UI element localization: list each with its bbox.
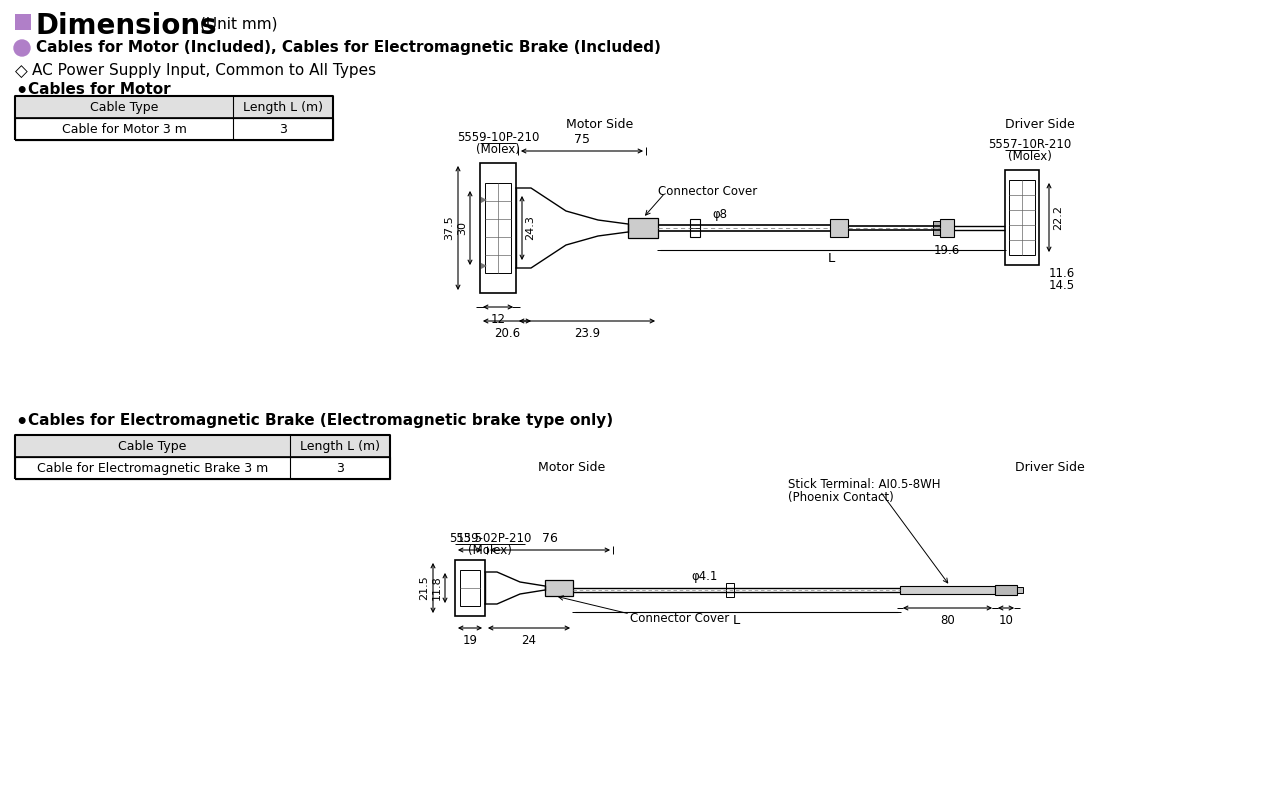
Bar bbox=[933, 221, 941, 235]
Text: Cable for Electromagnetic Brake 3 m: Cable for Electromagnetic Brake 3 m bbox=[37, 462, 268, 475]
Text: Driver Side: Driver Side bbox=[1005, 118, 1075, 131]
Bar bbox=[1009, 180, 1036, 255]
Text: L: L bbox=[733, 614, 740, 627]
Text: Driver Side: Driver Side bbox=[1015, 461, 1085, 474]
Text: 11.6: 11.6 bbox=[1050, 267, 1075, 280]
Bar bbox=[15, 118, 333, 140]
Text: 19.6: 19.6 bbox=[934, 244, 960, 257]
Bar bbox=[15, 14, 31, 30]
Bar bbox=[545, 580, 573, 596]
Text: Connector Cover: Connector Cover bbox=[658, 185, 758, 198]
Text: Cables for Motor: Cables for Motor bbox=[28, 82, 170, 97]
Text: 5559-02P-210: 5559-02P-210 bbox=[449, 532, 531, 545]
Text: ◇: ◇ bbox=[15, 63, 28, 81]
Text: 13.5: 13.5 bbox=[457, 532, 483, 545]
Text: (Molex): (Molex) bbox=[468, 544, 512, 557]
Bar bbox=[460, 570, 480, 606]
Text: 19: 19 bbox=[462, 634, 477, 647]
Text: Cable for Motor 3 m: Cable for Motor 3 m bbox=[61, 122, 187, 135]
Bar bbox=[940, 219, 954, 237]
Text: 21.5: 21.5 bbox=[419, 576, 429, 600]
Text: 3: 3 bbox=[279, 122, 287, 135]
Text: φ4.1: φ4.1 bbox=[691, 570, 718, 583]
Text: (Phoenix Contact): (Phoenix Contact) bbox=[788, 491, 893, 504]
Text: Cables for Electromagnetic Brake (Electromagnetic brake type only): Cables for Electromagnetic Brake (Electr… bbox=[28, 413, 613, 428]
Bar bbox=[690, 219, 700, 237]
Bar bbox=[726, 583, 733, 597]
Text: •: • bbox=[15, 413, 27, 432]
Text: 24: 24 bbox=[521, 634, 536, 647]
Text: Motor Side: Motor Side bbox=[539, 461, 605, 474]
Text: 23.9: 23.9 bbox=[573, 327, 600, 340]
Text: 12: 12 bbox=[490, 313, 506, 326]
Text: Cable Type: Cable Type bbox=[118, 440, 187, 452]
Bar bbox=[829, 219, 849, 237]
Bar bbox=[15, 457, 390, 479]
Text: 24.3: 24.3 bbox=[525, 215, 535, 240]
Text: φ8: φ8 bbox=[713, 208, 727, 221]
Text: 5559-10P-210: 5559-10P-210 bbox=[457, 131, 539, 144]
Text: 76: 76 bbox=[541, 532, 558, 545]
Bar bbox=[628, 218, 658, 238]
Text: 3: 3 bbox=[337, 462, 344, 475]
Text: Connector Cover: Connector Cover bbox=[630, 612, 730, 625]
Text: Stick Terminal: AI0.5-8WH: Stick Terminal: AI0.5-8WH bbox=[788, 478, 941, 491]
Text: Length L (m): Length L (m) bbox=[300, 440, 380, 452]
Text: Dimensions: Dimensions bbox=[36, 12, 218, 40]
Bar bbox=[480, 163, 516, 293]
Text: 10: 10 bbox=[998, 614, 1014, 627]
Text: L: L bbox=[828, 252, 835, 265]
Text: AC Power Supply Input, Common to All Types: AC Power Supply Input, Common to All Typ… bbox=[32, 63, 376, 78]
Text: 20.6: 20.6 bbox=[494, 327, 520, 340]
Text: Motor Side: Motor Side bbox=[566, 118, 634, 131]
Text: ▶: ▶ bbox=[481, 261, 486, 270]
Text: 14.5: 14.5 bbox=[1050, 279, 1075, 292]
Text: 37.5: 37.5 bbox=[444, 215, 454, 240]
Text: Length L (m): Length L (m) bbox=[243, 100, 323, 114]
Circle shape bbox=[14, 40, 29, 56]
Bar bbox=[995, 585, 1018, 595]
Text: 80: 80 bbox=[940, 614, 955, 627]
Text: Cables for Motor (Included), Cables for Electromagnetic Brake (Included): Cables for Motor (Included), Cables for … bbox=[36, 40, 660, 55]
Text: •: • bbox=[15, 82, 27, 101]
Bar bbox=[485, 183, 511, 273]
Bar bbox=[15, 96, 333, 118]
Text: 30: 30 bbox=[457, 221, 467, 235]
Bar bbox=[15, 435, 390, 457]
Text: (Molex): (Molex) bbox=[476, 143, 520, 156]
Text: 11.8: 11.8 bbox=[433, 576, 442, 600]
Text: ▶: ▶ bbox=[481, 195, 486, 204]
Text: 5557-10R-210: 5557-10R-210 bbox=[988, 138, 1071, 151]
Bar bbox=[1005, 170, 1039, 265]
Text: 75: 75 bbox=[573, 133, 590, 146]
Text: 22.2: 22.2 bbox=[1053, 205, 1062, 230]
Text: (Molex): (Molex) bbox=[1009, 150, 1052, 163]
Bar bbox=[454, 560, 485, 616]
Bar bbox=[1018, 587, 1023, 593]
Bar bbox=[900, 586, 995, 594]
Text: (Unit mm): (Unit mm) bbox=[200, 16, 278, 31]
Text: Cable Type: Cable Type bbox=[90, 100, 159, 114]
